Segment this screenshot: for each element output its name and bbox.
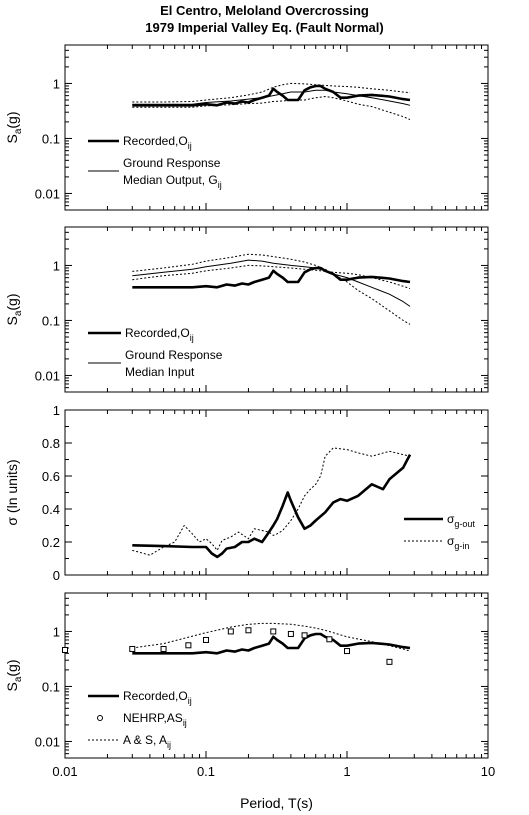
x-tick-label: 0.1 bbox=[197, 764, 215, 779]
series-line-3 bbox=[132, 82, 411, 103]
series-line-1 bbox=[132, 84, 411, 107]
chart-title-line1: El Centro, Meloland Overcrossing bbox=[160, 3, 369, 18]
y-tick-label: 0.2 bbox=[42, 535, 60, 550]
y-tick-label: 0.1 bbox=[42, 679, 60, 694]
plot-frame bbox=[64, 44, 489, 211]
x-tick-label: 10 bbox=[481, 764, 495, 779]
marker-point bbox=[326, 636, 333, 643]
y-tick-label: 1 bbox=[53, 258, 60, 273]
legend-label: Recorded,Oij bbox=[123, 134, 192, 151]
y-tick-label: 1 bbox=[53, 403, 60, 418]
y-tick-label: 0.1 bbox=[42, 131, 60, 146]
marker-point bbox=[386, 658, 393, 665]
y-tick-label: 0.6 bbox=[42, 469, 60, 484]
marker-point bbox=[287, 630, 294, 637]
series-line-2 bbox=[132, 89, 411, 106]
chart-title-line2: 1979 Imperial Valley Eq. (Fault Normal) bbox=[145, 20, 384, 35]
x-tick-label: 1 bbox=[343, 764, 350, 779]
y-tick-label: 0.01 bbox=[35, 368, 60, 383]
y-axis-label: Sa(g) bbox=[4, 111, 24, 143]
series-line-3 bbox=[132, 253, 411, 325]
series-line-2 bbox=[132, 622, 411, 652]
y-tick-label: 0.1 bbox=[42, 313, 60, 328]
y-axis-label: Sa(g) bbox=[4, 293, 24, 325]
marker-point bbox=[227, 628, 234, 635]
legend-label: NEHRP,ASij bbox=[123, 711, 187, 728]
marker-point bbox=[301, 632, 308, 639]
legend-label: Ground Response bbox=[123, 156, 221, 170]
marker-point bbox=[129, 645, 136, 652]
marker-point bbox=[62, 646, 68, 653]
panel-4: 0.01 0.1 1 Sa(g) Recorded,Oij NEHRP,ASij A & S… bbox=[4, 592, 495, 811]
marker-point bbox=[245, 627, 252, 634]
series-line-4 bbox=[132, 264, 411, 290]
plot-frame bbox=[64, 409, 489, 576]
legend-label: Median Input bbox=[125, 365, 195, 379]
panel-2: 0.01 0.1 1 Sa(g) Recorded,Oij Ground Response… bbox=[4, 226, 489, 393]
plot-frame bbox=[64, 226, 489, 393]
y-tick-label: 0.01 bbox=[35, 186, 60, 201]
legend-label: A & S, Aij bbox=[123, 733, 171, 750]
marker-point bbox=[160, 645, 167, 652]
marker-point bbox=[344, 648, 350, 655]
y-tick-label: 0 bbox=[53, 568, 60, 583]
legend-label: Recorded,Oij bbox=[123, 689, 192, 706]
legend-marker bbox=[97, 715, 103, 721]
series-line-4 bbox=[132, 96, 411, 121]
legend-label: Median Output, Gij bbox=[123, 173, 222, 190]
y-tick-label: 0.01 bbox=[35, 734, 60, 749]
y-tick-label: 1 bbox=[53, 76, 60, 91]
y-axis-label: Sa(g) bbox=[4, 659, 24, 691]
x-tick-label: 0.01 bbox=[52, 764, 77, 779]
y-tick-label: 0.4 bbox=[42, 502, 60, 517]
marker-point bbox=[270, 628, 277, 635]
plot-frame bbox=[64, 592, 489, 759]
legend-label: σg-in bbox=[447, 534, 469, 551]
series-line-1 bbox=[132, 632, 411, 655]
y-tick-label: 0.8 bbox=[42, 436, 60, 451]
y-axis-label: σ (ln units) bbox=[4, 459, 20, 525]
series-line-1 bbox=[132, 453, 412, 559]
marker-point bbox=[185, 642, 192, 649]
legend-label: σg-out bbox=[447, 512, 475, 529]
legend-label: Ground Response bbox=[125, 348, 223, 362]
panel-1: 0.01 0.1 1 Sa(g) Recorded,Oij Ground Response… bbox=[4, 44, 489, 211]
x-axis-label: Period, T(s) bbox=[240, 795, 313, 811]
series-line-1 bbox=[132, 266, 411, 289]
y-tick-label: 1 bbox=[53, 624, 60, 639]
series-line-2 bbox=[132, 447, 411, 556]
marker-point bbox=[203, 636, 209, 643]
panel-3: 0 0.2 0.4 0.6 0.8 1 σ (ln units) σg-out σg-in bbox=[4, 403, 489, 583]
series-line-2 bbox=[132, 259, 411, 307]
legend-label: Recorded,Oij bbox=[125, 326, 194, 343]
